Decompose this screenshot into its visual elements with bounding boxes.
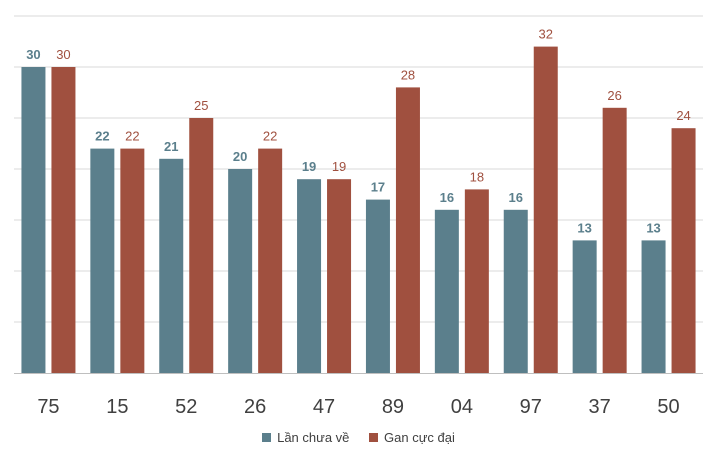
x-tick-label-50: 50 (657, 396, 679, 418)
legend-item-series-1: Lần chưa về (262, 430, 349, 445)
bar-26-series-2 (258, 148, 283, 373)
data-label-89-series-1: 17 (371, 180, 385, 195)
x-tick-label-15: 15 (106, 396, 128, 418)
bar-04-series-1 (434, 209, 459, 373)
bar-26-series-1 (228, 169, 253, 373)
bar-97-series-2 (533, 46, 558, 373)
legend: Lần chưa về Gan cực đại (0, 430, 717, 445)
legend-label-series-2: Gan cực đại (384, 430, 455, 445)
bars (21, 46, 696, 374)
bar-52-series-1 (159, 158, 184, 373)
bar-89-series-1 (365, 199, 390, 373)
data-label-75-series-2: 30 (56, 47, 70, 62)
legend-item-series-2: Gan cực đại (369, 430, 455, 445)
data-label-26-series-2: 22 (263, 129, 277, 144)
data-label-97-series-1: 16 (509, 190, 523, 205)
data-label-97-series-2: 32 (539, 27, 553, 42)
legend-swatch-series-1 (262, 433, 272, 442)
data-label-15-series-1: 22 (95, 129, 109, 144)
data-label-37-series-2: 26 (607, 88, 621, 103)
legend-swatch-series-2 (369, 433, 379, 442)
bar-37-series-1 (572, 240, 597, 373)
bar-47-series-2 (327, 179, 352, 373)
data-label-26-series-1: 20 (233, 149, 247, 164)
bar-15-series-1 (90, 148, 115, 373)
x-tick-label-52: 52 (175, 396, 197, 418)
bar-75-series-2 (51, 67, 76, 373)
gridlines (14, 15, 703, 323)
bar-75-series-1 (21, 67, 46, 373)
data-label-37-series-1: 13 (577, 220, 591, 235)
data-label-75-series-1: 30 (26, 47, 40, 62)
bar-97-series-1 (503, 209, 528, 373)
x-tick-label-26: 26 (244, 396, 266, 418)
x-tick-label-37: 37 (589, 396, 611, 418)
data-label-52-series-1: 21 (164, 139, 178, 154)
data-labels: 30 30 22 22 21 25 20 22 19 19 17 28 16 18 16 32 13 26 13 24 (26, 27, 691, 236)
bar-37-series-2 (602, 107, 627, 374)
bar-15-series-2 (120, 148, 145, 373)
data-label-15-series-2: 22 (125, 129, 139, 144)
data-label-50-series-2: 24 (676, 108, 690, 123)
data-label-50-series-1: 13 (646, 220, 660, 235)
data-label-47-series-2: 19 (332, 159, 346, 174)
bar-89-series-2 (395, 87, 420, 374)
x-tick-label-89: 89 (382, 396, 404, 418)
data-label-52-series-2: 25 (194, 98, 208, 113)
bar-50-series-2 (671, 128, 696, 373)
x-tick-label-75: 75 (37, 396, 59, 418)
data-label-89-series-2: 28 (401, 67, 415, 82)
data-label-04-series-1: 16 (440, 190, 454, 205)
legend-label-series-1: Lần chưa về (277, 430, 350, 445)
bar-52-series-2 (189, 118, 214, 373)
x-axis-tick-labels: 75 15 52 26 47 89 04 97 37 50 (37, 396, 679, 418)
data-label-04-series-2: 18 (470, 169, 484, 184)
data-label-47-series-1: 19 (302, 159, 316, 174)
bar-50-series-1 (641, 240, 666, 373)
x-tick-label-97: 97 (520, 396, 542, 418)
x-tick-label-47: 47 (313, 396, 335, 418)
x-tick-label-04: 04 (451, 396, 473, 418)
bar-47-series-1 (297, 179, 322, 373)
bar-04-series-2 (464, 189, 489, 373)
